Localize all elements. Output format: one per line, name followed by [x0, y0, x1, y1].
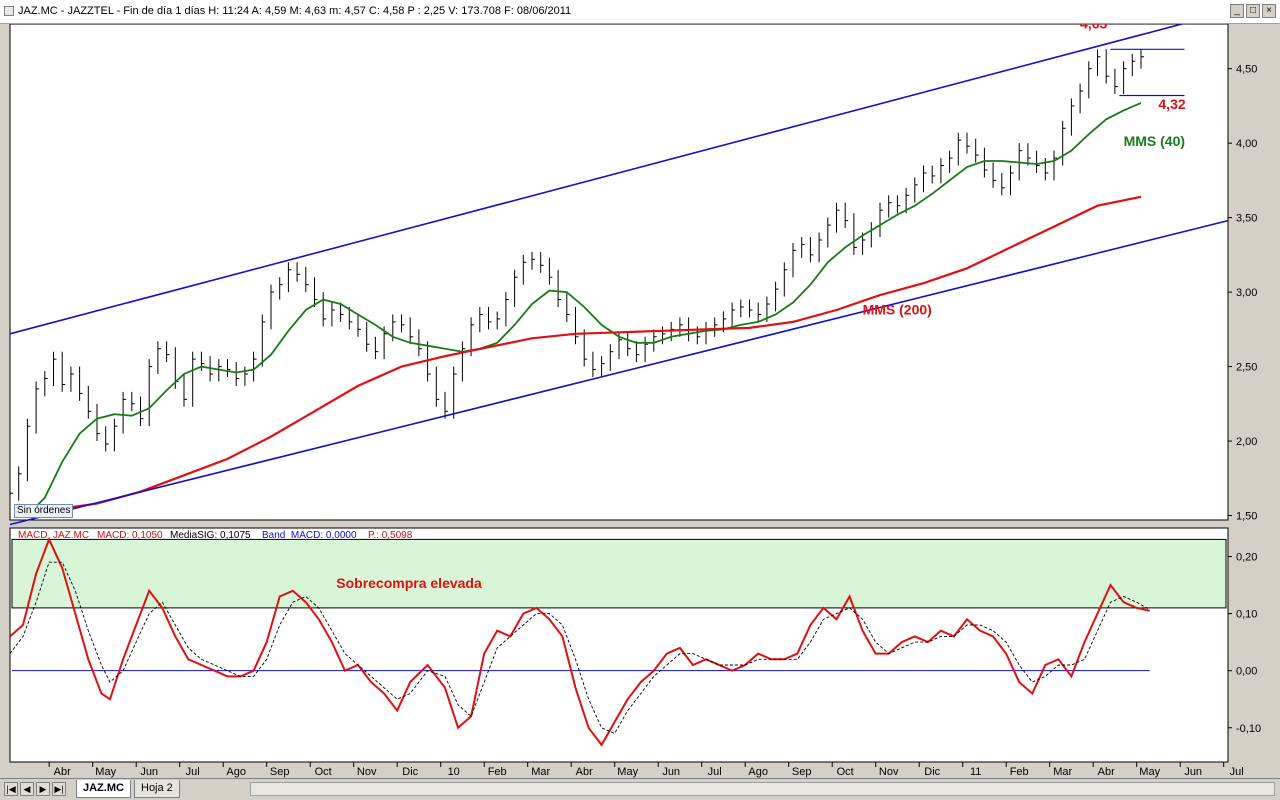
x-tick-label: Jun: [1184, 766, 1202, 778]
next-sheet-icon[interactable]: ▶: [36, 782, 50, 796]
x-tick-label: Dic: [924, 766, 940, 778]
window-icon: [4, 6, 14, 16]
price-ytick-label: 2,50: [1236, 362, 1257, 374]
x-tick-label: Sep: [792, 766, 812, 778]
x-tick-label: Oct: [837, 766, 854, 778]
macd-header-name: MACD_JAZ.MC: [18, 530, 89, 541]
chart-area[interactable]: 1,50 2,00 2,50 3,00 3,50 4,00 4,50 4,63 4,32 MMS …: [0, 24, 1280, 778]
x-tick-label: Jun: [662, 766, 680, 778]
macd-header-band: Band_MACD: 0,0000: [262, 530, 357, 541]
channel-line: [9, 219, 1229, 526]
x-tick-label: Dic: [402, 766, 418, 778]
x-tick-label: Feb: [1010, 766, 1029, 778]
last-sheet-icon[interactable]: ▶|: [52, 782, 66, 796]
x-tick-label: Abr: [576, 766, 593, 778]
macd-ytick-label: 0,20: [1236, 552, 1257, 564]
x-tick-label: Ago: [748, 766, 768, 778]
x-axis: Abr May Jun Jul Ago Sep Oct Nov Dic 10 Feb Mar Abr Ma…: [48, 762, 1244, 778]
x-tick-label: May: [95, 766, 116, 778]
tab-jaz-mc[interactable]: JAZ.MC: [76, 780, 131, 798]
x-tick-label: Nov: [879, 766, 899, 778]
sheet-tab-bar: |◀ ◀ ▶ ▶| JAZ.MC Hoja 2: [0, 778, 1280, 800]
x-tick-label: Jul: [186, 766, 200, 778]
first-sheet-icon[interactable]: |◀: [4, 782, 18, 796]
minimize-button[interactable]: _: [1230, 4, 1244, 18]
macd-ytick-label: -0,10: [1236, 723, 1261, 735]
x-tick-label: Sep: [270, 766, 290, 778]
macd-annotation: Sobrecompra elevada: [336, 575, 482, 591]
maximize-button[interactable]: □: [1246, 4, 1260, 18]
price-plot-background: [9, 24, 1229, 521]
price-annotation: MMS (40): [1124, 133, 1185, 149]
x-tick-label: Ago: [226, 766, 246, 778]
window-title: JAZ.MC - JAZZTEL - Fin de día 1 días H: …: [18, 5, 572, 17]
x-tick-label: Nov: [357, 766, 377, 778]
price-annotation: MMS (200): [863, 301, 932, 317]
price-bars: [9, 49, 1144, 501]
window-titlebar: JAZ.MC - JAZZTEL - Fin de día 1 días H: …: [0, 0, 1280, 24]
x-tick-label: Feb: [488, 766, 507, 778]
price-ytick-label: 1,50: [1236, 511, 1257, 523]
signal-line: [9, 561, 1150, 735]
x-tick-label: Jul: [708, 766, 722, 778]
macd-ytick-label: 0,00: [1236, 666, 1257, 678]
x-tick-label: Mar: [531, 766, 550, 778]
x-tick-label: Abr: [1098, 766, 1115, 778]
x-tick-label: 10: [448, 766, 460, 778]
price-annotation: 4,63: [1080, 24, 1107, 31]
x-tick-label: Jun: [140, 766, 158, 778]
x-tick-label: 11: [970, 766, 981, 778]
macd-header-signal: MediaSIG: 0,1075: [170, 530, 251, 541]
x-tick-label: Jul: [1230, 766, 1244, 778]
mms-200-line: [27, 195, 1142, 514]
macd-header-macd: MACD: 0,1050: [97, 530, 163, 541]
close-button[interactable]: ×: [1262, 4, 1276, 18]
x-tick-label: Abr: [54, 766, 71, 778]
x-tick-label: Oct: [315, 766, 332, 778]
tab-hoja-2[interactable]: Hoja 2: [134, 780, 180, 798]
macd-panel[interactable]: MACD_JAZ.MC MACD: 0,1050 MediaSIG: 0,1075 B…: [9, 527, 1261, 763]
mms-40-line: [26, 102, 1142, 517]
x-tick-label: Mar: [1053, 766, 1072, 778]
x-tick-label: May: [617, 766, 638, 778]
prev-sheet-icon[interactable]: ◀: [20, 782, 34, 796]
price-ytick-label: 4,50: [1236, 64, 1257, 76]
horizontal-scrollbar[interactable]: [250, 782, 1275, 796]
price-ytick-label: 3,50: [1236, 213, 1257, 225]
price-ytick-label: 2,00: [1236, 436, 1257, 448]
overbought-zone: [11, 538, 1227, 609]
price-ytick-label: 4,00: [1236, 138, 1257, 150]
channel-line: [9, 24, 1185, 335]
price-panel[interactable]: 1,50 2,00 2,50 3,00 3,50 4,00 4,50 4,63 4,32 MMS …: [9, 24, 1257, 526]
orders-badge[interactable]: Sin órdenes: [14, 504, 74, 518]
macd-line: [9, 536, 1150, 747]
price-ytick-label: 3,00: [1236, 287, 1257, 299]
macd-header-p: P.: 0,5098: [368, 530, 413, 541]
x-tick-label: May: [1139, 766, 1160, 778]
macd-ytick-label: 0,10: [1236, 609, 1257, 621]
price-annotation: 4,32: [1158, 96, 1185, 112]
